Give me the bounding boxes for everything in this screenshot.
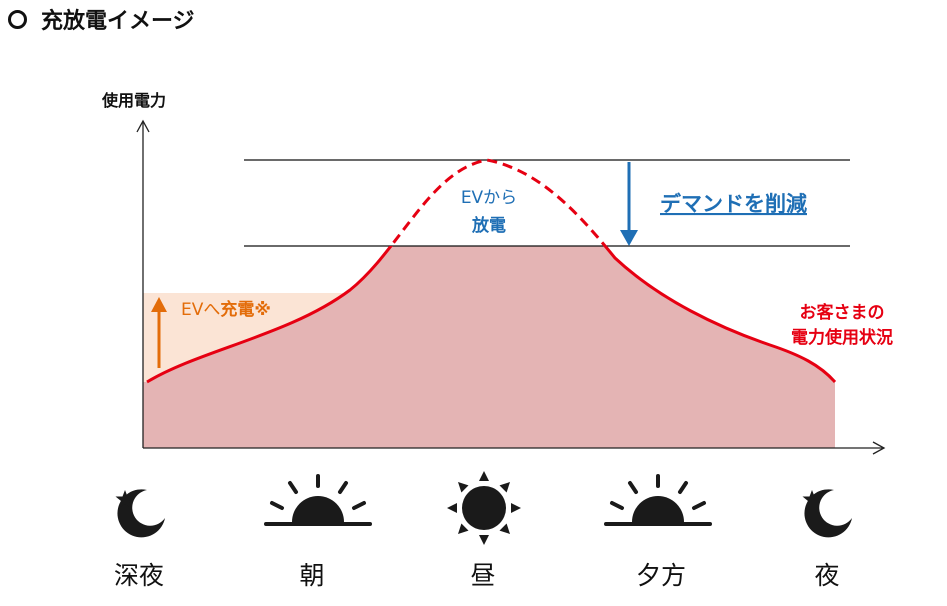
page-heading: 充放電イメージ — [8, 2, 195, 36]
usage-area — [143, 246, 835, 448]
discharge-label-line1: EVから — [461, 188, 517, 208]
time-label-night: 夜 — [814, 561, 840, 590]
sunset-icon — [604, 474, 712, 526]
moon-star-icon — [115, 489, 165, 538]
x-axis-arrowhead — [872, 441, 886, 455]
time-label-noon: 昼 — [470, 561, 496, 590]
usage-curve-solid — [146, 246, 837, 384]
time-label-late-night: 深夜 — [113, 561, 164, 590]
usage-curve-dashed — [389, 158, 608, 246]
time-label-evening: 夕方 — [635, 561, 686, 590]
charge-label-prefix: EVへ — [181, 300, 220, 320]
y-axis-arrowhead — [136, 119, 150, 133]
sun-icon — [447, 471, 521, 545]
page-title: 充放電イメージ — [41, 9, 195, 34]
sunrise-icon — [264, 474, 372, 526]
y-axis-label: 使用電力 — [101, 91, 166, 110]
discharge-label-line2: 放電 — [471, 215, 506, 236]
moon-star-icon — [802, 489, 852, 538]
charge-label-bold: 充電※ — [220, 299, 271, 320]
demand-arrow-head — [620, 230, 638, 246]
charge-label: EVへ充電※ — [181, 299, 271, 320]
bullet-circle-icon — [8, 9, 27, 29]
time-label-morning: 朝 — [299, 561, 325, 590]
charge-arrow-head — [151, 297, 167, 312]
demand-reduction-label: デマンドを削減 — [660, 192, 807, 216]
usage-label-line1: お客さまの — [800, 302, 885, 323]
usage-label-line2: 電力使用状況 — [791, 327, 893, 348]
